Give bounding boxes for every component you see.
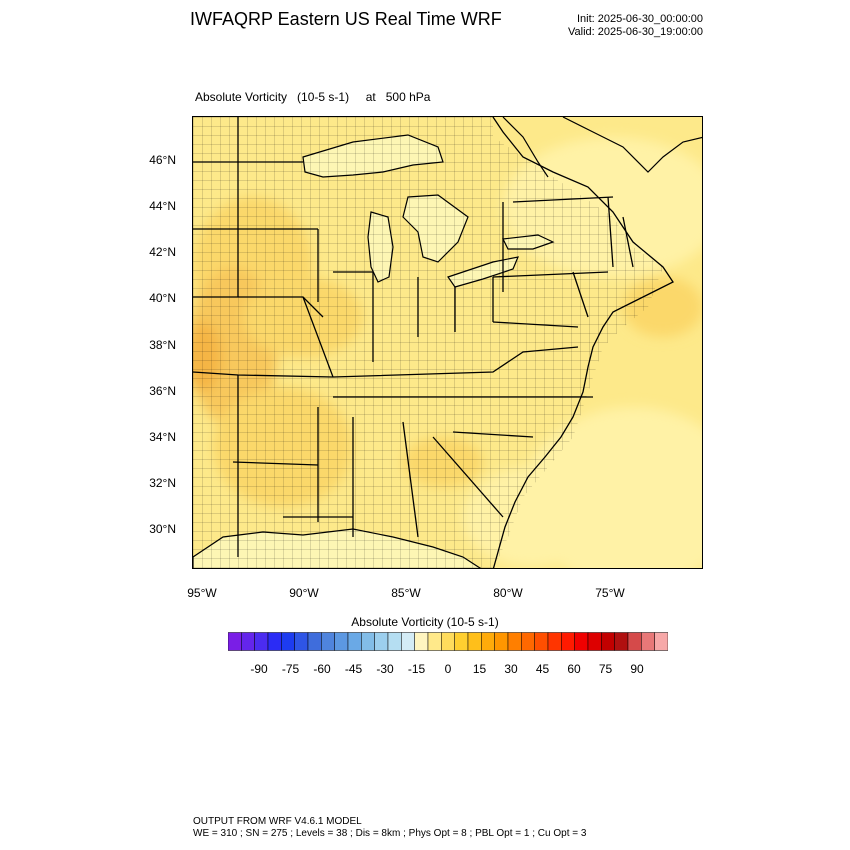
colorbar-swatch bbox=[374, 632, 389, 651]
colorbar-swatch bbox=[614, 632, 629, 651]
vorticity-map bbox=[193, 117, 702, 568]
lat-label-36: 36°N bbox=[149, 384, 176, 398]
colorbar-tick-label: 60 bbox=[567, 662, 581, 676]
colorbar-swatch bbox=[481, 632, 495, 651]
colorbar-swatch bbox=[641, 632, 655, 651]
colorbar-swatch bbox=[521, 632, 535, 651]
model-info-line1: OUTPUT FROM WRF V4.6.1 MODEL bbox=[193, 816, 362, 827]
field-title: Absolute Vorticity (10-5 s-1) at 500 hPa bbox=[195, 90, 431, 104]
colorbar-swatch bbox=[294, 632, 309, 651]
lat-label-38: 38°N bbox=[149, 338, 176, 352]
lat-label-44: 44°N bbox=[149, 199, 176, 213]
valid-time: Valid: 2025-06-30_19:00:00 bbox=[568, 26, 703, 38]
lat-label-42: 42°N bbox=[149, 245, 176, 259]
canada-coastline bbox=[502, 117, 702, 178]
init-valid-info: Init: 2025-06-30_00:00:00 Valid: 2025-06… bbox=[520, 13, 703, 39]
colorbar-tick-label: 90 bbox=[630, 662, 644, 676]
init-time: Init: 2025-06-30_00:00:00 bbox=[577, 13, 703, 25]
colorbar-swatch bbox=[228, 632, 242, 651]
map-panel bbox=[192, 116, 703, 569]
colorbar-tick-label: -45 bbox=[344, 662, 363, 676]
colorbar-tick-label: 15 bbox=[472, 662, 487, 676]
colorbar-swatch bbox=[387, 632, 402, 651]
colorbar-swatch bbox=[427, 632, 442, 651]
colorbar-tick-label: -30 bbox=[376, 662, 394, 676]
lon-label-95: 95°W bbox=[187, 586, 217, 600]
colorbar-swatch bbox=[547, 632, 562, 651]
colorbar-swatch bbox=[361, 632, 375, 651]
lat-label-34: 34°N bbox=[149, 430, 176, 444]
colorbar-swatch bbox=[534, 632, 549, 651]
colorbar-swatch bbox=[281, 632, 295, 651]
colorbar-swatch bbox=[254, 632, 269, 651]
colorbar-tick-label: 0 bbox=[444, 662, 452, 676]
colorbar-swatch bbox=[334, 632, 349, 651]
coastline bbox=[492, 117, 674, 568]
colorbar-swatch bbox=[601, 632, 615, 651]
lon-label-90: 90°W bbox=[289, 586, 319, 600]
colorbar-swatch bbox=[414, 632, 429, 651]
colorbar-swatch bbox=[454, 632, 469, 651]
colorbar-tick-label: -75 bbox=[281, 662, 300, 676]
colorbar-swatch bbox=[574, 632, 589, 651]
colorbar-tick-label: -15 bbox=[407, 662, 426, 676]
lat-label-32: 32°N bbox=[149, 476, 176, 490]
colorbar-tick-label: 30 bbox=[504, 662, 518, 676]
colorbar-swatch bbox=[401, 632, 415, 651]
colorbar-swatch bbox=[627, 632, 642, 651]
model-info: OUTPUT FROM WRF V4.6.1 MODEL WE = 310 ; … bbox=[193, 816, 586, 840]
colorbar-tick-label: 45 bbox=[535, 662, 550, 676]
lat-label-40: 40°N bbox=[149, 291, 176, 305]
county-boundaries bbox=[193, 117, 663, 568]
lon-label-85: 85°W bbox=[391, 586, 421, 600]
colorbar-swatch bbox=[267, 632, 282, 651]
colorbar-swatch bbox=[321, 632, 335, 651]
colorbar-swatch bbox=[494, 632, 509, 651]
colorbar-tick-label: -60 bbox=[313, 662, 331, 676]
colorbar-swatch bbox=[241, 632, 255, 651]
lon-label-80: 80°W bbox=[493, 586, 523, 600]
colorbar-swatch bbox=[467, 632, 482, 651]
colorbar-swatch bbox=[307, 632, 322, 651]
colorbar-tick-label: 75 bbox=[598, 662, 613, 676]
colorbar-title: Absolute Vorticity (10-5 s-1) bbox=[351, 615, 499, 629]
colorbar-swatch bbox=[587, 632, 602, 651]
colorbar-swatch bbox=[654, 632, 668, 651]
colorbar-swatch bbox=[347, 632, 362, 651]
colorbar-swatch bbox=[561, 632, 575, 651]
model-info-line2: WE = 310 ; SN = 275 ; Levels = 38 ; Dis … bbox=[193, 828, 587, 839]
plot-title: IWFAQRP Eastern US Real Time WRF bbox=[190, 9, 502, 29]
lon-label-75: 75°W bbox=[595, 586, 625, 600]
lat-label-30: 30°N bbox=[149, 522, 176, 536]
lat-label-46: 46°N bbox=[149, 153, 176, 167]
colorbar-swatch bbox=[507, 632, 522, 651]
colorbar-swatch bbox=[441, 632, 455, 651]
colorbar bbox=[228, 632, 668, 651]
colorbar-tick-label: -90 bbox=[250, 662, 268, 676]
